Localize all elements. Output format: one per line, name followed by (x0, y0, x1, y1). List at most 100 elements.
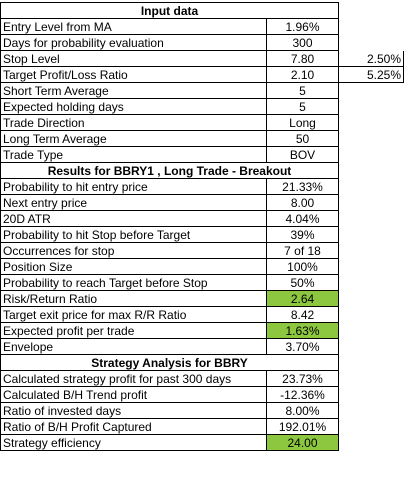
strategy-extra[interactable] (339, 435, 404, 451)
strategy-value[interactable]: 192.01% (266, 418, 339, 435)
strategy-label[interactable]: Ratio of B/H Profit Captured (0, 418, 267, 435)
result-label[interactable]: Target exit price for max R/R Ratio (0, 306, 267, 323)
input-extra[interactable] (339, 99, 404, 115)
result-row: Target exit price for max R/R Ratio 8.42 (0, 306, 404, 323)
result-extra[interactable] (339, 307, 404, 323)
result-extra[interactable] (339, 259, 404, 275)
result-label[interactable]: Probability to hit entry price (0, 178, 267, 195)
strategy-extra[interactable] (339, 387, 404, 403)
result-row: Probability to hit Stop before Target 39% (0, 226, 404, 243)
input-extra[interactable] (339, 147, 404, 163)
result-value[interactable]: 8.42 (266, 306, 339, 323)
empty-cell[interactable] (339, 163, 404, 179)
input-extra[interactable] (339, 83, 404, 99)
result-extra[interactable] (339, 291, 404, 307)
result-extra[interactable] (339, 243, 404, 259)
input-label[interactable]: Expected holding days (0, 98, 267, 115)
result-label[interactable]: Envelope (0, 338, 267, 355)
input-value[interactable]: 5 (266, 82, 339, 99)
input-row: Expected holding days 5 (0, 98, 404, 115)
input-value[interactable]: 50 (266, 130, 339, 147)
result-label[interactable]: Next entry price (0, 194, 267, 211)
empty-cell[interactable] (339, 355, 404, 371)
input-row: Entry Level from MA 1.96% (0, 18, 404, 35)
input-label[interactable]: Short Term Average (0, 82, 267, 99)
input-data-header[interactable]: Input data (0, 2, 339, 19)
result-label[interactable]: Occurrences for stop (0, 242, 267, 259)
strategy-extra[interactable] (339, 403, 404, 419)
input-row: Target Profit/Loss Ratio 2.10 5.25% (0, 66, 404, 83)
result-value[interactable]: 100% (266, 258, 339, 275)
result-value[interactable]: 7 of 18 (266, 242, 339, 259)
strategy-extra[interactable] (339, 419, 404, 435)
result-extra[interactable] (339, 179, 404, 195)
strategy-label[interactable]: Strategy efficiency (0, 434, 267, 451)
input-label[interactable]: Days for probability evaluation (0, 34, 267, 51)
result-extra[interactable] (339, 211, 404, 227)
result-row: 20D ATR 4.04% (0, 210, 404, 227)
strategy-value[interactable]: 23.73% (266, 370, 339, 387)
input-label[interactable]: Entry Level from MA (0, 18, 267, 35)
results-header-row: Results for BBRY1 , Long Trade - Breakou… (0, 162, 404, 179)
input-extra[interactable] (339, 115, 404, 131)
result-label[interactable]: Risk/Return Ratio (0, 290, 267, 307)
input-extra[interactable]: 2.50% (338, 50, 404, 67)
strategy-value[interactable]: 24.00 (266, 434, 339, 451)
input-value[interactable]: 7.80 (266, 50, 339, 67)
strategy-value[interactable]: 8.00% (266, 402, 339, 419)
input-label[interactable]: Long Term Average (0, 130, 267, 147)
result-label[interactable]: Probability to reach Target before Stop (0, 274, 267, 291)
input-value[interactable]: 5 (266, 98, 339, 115)
strategy-extra[interactable] (339, 371, 404, 387)
input-extra[interactable] (339, 19, 404, 35)
strategy-row: Ratio of invested days 8.00% (0, 402, 404, 419)
results-header[interactable]: Results for BBRY1 , Long Trade - Breakou… (0, 162, 339, 179)
input-label[interactable]: Stop Level (0, 50, 267, 67)
input-label[interactable]: Trade Type (0, 146, 267, 163)
result-extra[interactable] (339, 339, 404, 355)
input-value[interactable]: BOV (266, 146, 339, 163)
strategy-row: Ratio of B/H Profit Captured 192.01% (0, 418, 404, 435)
input-extra[interactable] (339, 131, 404, 147)
result-label[interactable]: Probability to hit Stop before Target (0, 226, 267, 243)
strategy-label[interactable]: Calculated B/H Trend profit (0, 386, 267, 403)
result-extra[interactable] (339, 323, 404, 339)
result-row: Position Size 100% (0, 258, 404, 275)
result-label[interactable]: Position Size (0, 258, 267, 275)
strategy-row: Calculated B/H Trend profit -12.36% (0, 386, 404, 403)
strategy-header-row: Strategy Analysis for BBRY (0, 354, 404, 371)
result-value[interactable]: 21.33% (266, 178, 339, 195)
input-extra[interactable] (339, 35, 404, 51)
result-value[interactable]: 8.00 (266, 194, 339, 211)
input-label[interactable]: Target Profit/Loss Ratio (0, 66, 267, 83)
input-value[interactable]: Long (266, 114, 339, 131)
input-label[interactable]: Trade Direction (0, 114, 267, 131)
result-value[interactable]: 4.04% (266, 210, 339, 227)
empty-cell[interactable] (339, 3, 404, 19)
result-row: Envelope 3.70% (0, 338, 404, 355)
result-extra[interactable] (339, 227, 404, 243)
strategy-label[interactable]: Calculated strategy profit for past 300 … (0, 370, 267, 387)
result-label[interactable]: Expected profit per trade (0, 322, 267, 339)
result-value[interactable]: 3.70% (266, 338, 339, 355)
result-value[interactable]: 39% (266, 226, 339, 243)
result-extra[interactable] (339, 275, 404, 291)
strategy-label[interactable]: Ratio of invested days (0, 402, 267, 419)
input-value[interactable]: 300 (266, 34, 339, 51)
input-value[interactable]: 2.10 (266, 66, 339, 83)
strategy-header[interactable]: Strategy Analysis for BBRY (0, 354, 339, 371)
result-row: Occurrences for stop 7 of 18 (0, 242, 404, 259)
input-extra[interactable]: 5.25% (338, 66, 404, 83)
input-row: Long Term Average 50 (0, 130, 404, 147)
input-value[interactable]: 1.96% (266, 18, 339, 35)
result-value[interactable]: 2.64 (266, 290, 339, 307)
results-table: Input data Entry Level from MA 1.96% Days f… (0, 2, 404, 451)
result-extra[interactable] (339, 195, 404, 211)
strategy-value[interactable]: -12.36% (266, 386, 339, 403)
result-value[interactable]: 50% (266, 274, 339, 291)
strategy-row: Calculated strategy profit for past 300 … (0, 370, 404, 387)
input-row: Days for probability evaluation 300 (0, 34, 404, 51)
result-row: Next entry price 8.00 (0, 194, 404, 211)
result-label[interactable]: 20D ATR (0, 210, 267, 227)
result-value[interactable]: 1.63% (266, 322, 339, 339)
